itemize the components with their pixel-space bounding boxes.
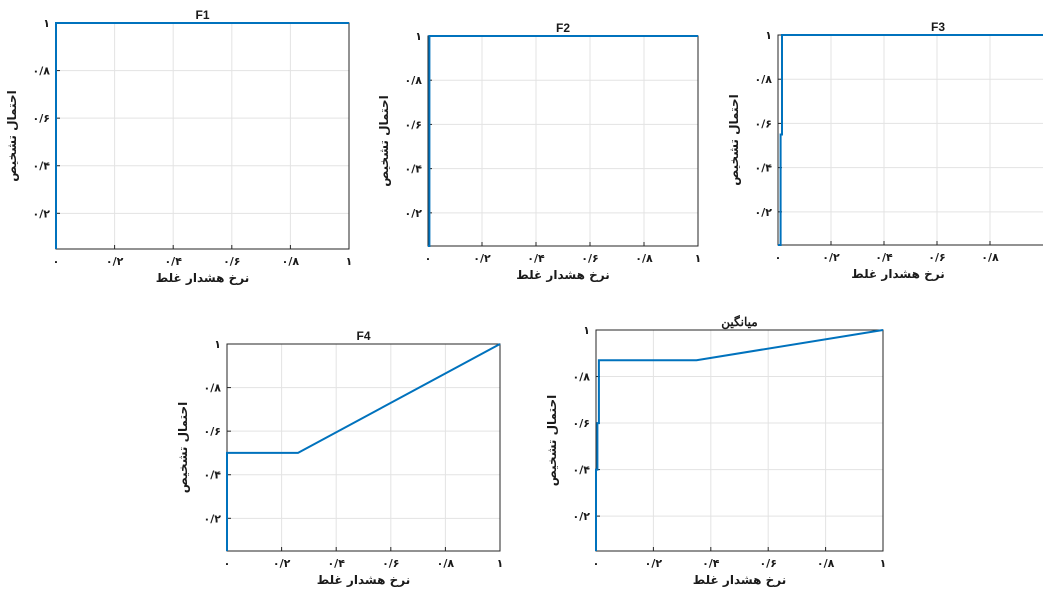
y-tick-label: ۰/۶ (755, 117, 772, 130)
y-tick-label: ۰/۶ (204, 425, 221, 438)
x-tick-label: ۰ (224, 557, 231, 570)
y-tick-label: ۰/۲ (573, 510, 591, 523)
chart-title: F4 (356, 329, 370, 343)
chart-title: F2 (556, 21, 570, 35)
y-tick-label: ۱ (43, 17, 50, 30)
y-axis-label: احتمال تشخیص (377, 95, 391, 186)
axes-box (777, 34, 1043, 246)
x-tick-label: ۰/۴ (527, 252, 545, 265)
x-tick-label: ۰/۸ (635, 252, 653, 265)
x-tick-label: ۰/۴ (702, 557, 720, 570)
x-tick-label: ۰/۸ (282, 255, 300, 268)
y-tick-label: ۰/۴ (405, 163, 423, 176)
y-tick-label: ۰/۲ (405, 207, 423, 220)
y-axis-label: احتمال تشخیص (176, 402, 190, 493)
y-tick-label: ۱ (214, 338, 221, 351)
y-axis-label: احتمال تشخیص (5, 90, 19, 181)
y-tick-label: ۰/۸ (204, 382, 222, 395)
x-tick-label: ۱ (497, 557, 504, 570)
axes-box (226, 343, 501, 552)
y-tick-label: ۰/۶ (573, 417, 590, 430)
x-tick-label: ۰ (593, 557, 600, 570)
y-tick-label: ۰/۶ (33, 112, 50, 125)
y-tick-label: ۰/۴ (33, 160, 51, 173)
x-tick-label: ۰/۴ (875, 251, 893, 264)
y-tick-label: ۱ (415, 30, 422, 43)
chart-title: F3 (931, 20, 945, 34)
x-tick-label: ۰/۶ (581, 252, 598, 265)
x-tick-label: ۰/۶ (382, 557, 399, 570)
chart-panel-4: ۰ ۰/۲ ۰/۴ ۰/۶ ۰/۸ ۱ ۰/۲ ۰/۴ ۰/۶ ۰/۸ ۱ F4 نرخ هشدار غ… (176, 329, 503, 587)
x-tick-label: ۰/۶ (223, 255, 240, 268)
x-tick-label: ۰/۸ (437, 557, 455, 570)
axes-box (427, 35, 699, 247)
x-axis-label: نرخ هشدار غلط (851, 267, 944, 281)
roc-curve-line (226, 343, 501, 551)
y-tick-label: ۰/۴ (573, 464, 591, 477)
chart-panel-2: ۰ ۰/۲ ۰/۴ ۰/۶ ۰/۸ ۱ ۰/۲ ۰/۴ ۰/۶ ۰/۸ ۱ F2 نرخ هشدار غ… (377, 21, 701, 282)
y-tick-label: ۰/۴ (755, 162, 773, 175)
chart-title: میانگین (721, 314, 757, 330)
x-tick-label: ۰/۴ (164, 255, 182, 268)
chart-panel-1: ۰ ۰/۲ ۰/۴ ۰/۶ ۰/۸ ۱ ۰/۲ ۰/۴ ۰/۶ ۰/۸ ۱ F1 نرخ هشدار غ… (5, 8, 352, 285)
y-tick-label: ۰/۸ (755, 73, 773, 86)
x-axis-label: نرخ هشدار غلط (516, 268, 609, 282)
roc-curve-line (595, 329, 884, 551)
axes-box (55, 22, 350, 250)
x-tick-label: ۱ (880, 557, 887, 570)
y-tick-label: ۱ (583, 324, 590, 337)
y-axis-label: احتمال تشخیص (727, 94, 741, 185)
x-tick-label: ۰ (775, 251, 782, 264)
x-tick-label: ۰/۸ (817, 557, 835, 570)
roc-curve-line (428, 35, 698, 247)
y-tick-label: ۰/۸ (573, 371, 591, 384)
x-tick-label: ۰ (53, 255, 60, 268)
y-tick-label: ۱ (765, 29, 772, 42)
chart-panel-3: ۰ ۰/۲ ۰/۴ ۰/۶ ۰/۸ ۰/۲ ۰/۴ ۰/۶ ۰/۸ ۱ F3 نرخ هشدار غل… (727, 20, 1043, 281)
x-tick-label: ۰/۲ (273, 557, 291, 570)
x-tick-label: ۰ (425, 252, 432, 265)
y-tick-label: ۰/۲ (33, 207, 51, 220)
y-tick-label: ۰/۶ (405, 118, 422, 131)
y-axis-label: احتمال تشخیص (545, 395, 559, 486)
x-tick-label: ۰/۲ (106, 255, 124, 268)
y-tick-label: ۰/۴ (204, 469, 222, 482)
x-tick-label: ۰/۸ (981, 251, 999, 264)
x-tick-label: ۰/۲ (645, 557, 663, 570)
roc-curve-line (778, 34, 1043, 246)
x-tick-label: ۰/۶ (928, 251, 945, 264)
x-axis-label: نرخ هشدار غلط (693, 573, 786, 587)
chart-title: F1 (195, 8, 209, 22)
chart-panel-5: ۰ ۰/۲ ۰/۴ ۰/۶ ۰/۸ ۱ ۰/۲ ۰/۴ ۰/۶ ۰/۸ ۱ میانگین نرخ هش… (545, 314, 886, 587)
x-axis-label: نرخ هشدار غلط (317, 573, 410, 587)
y-tick-label: ۰/۲ (204, 512, 222, 525)
x-tick-label: ۰/۲ (822, 251, 840, 264)
y-tick-label: ۰/۲ (755, 206, 773, 219)
x-tick-label: ۰/۴ (327, 557, 345, 570)
x-tick-label: ۱ (346, 255, 353, 268)
x-axis-label: نرخ هشدار غلط (156, 271, 249, 285)
y-tick-label: ۰/۸ (33, 65, 51, 78)
x-tick-label: ۰/۶ (759, 557, 776, 570)
y-tick-label: ۰/۸ (405, 74, 423, 87)
x-tick-label: ۱ (695, 252, 702, 265)
axes-box (595, 329, 884, 552)
x-tick-label: ۰/۲ (473, 252, 491, 265)
roc-curve-line (55, 22, 349, 249)
